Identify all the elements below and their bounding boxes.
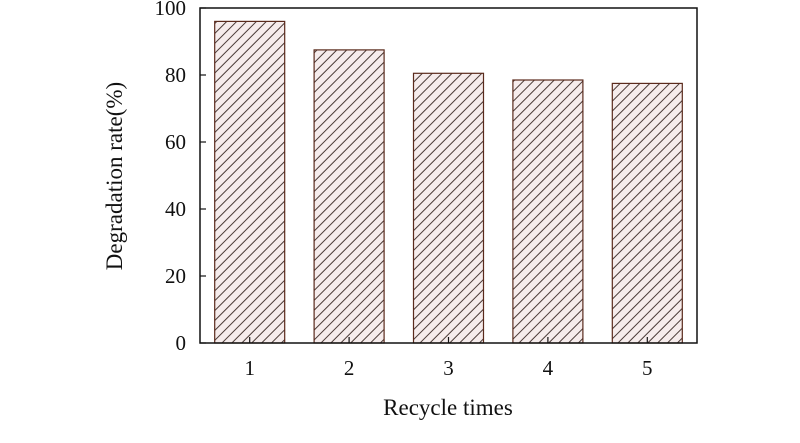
x-tick-label: 2 (344, 356, 355, 380)
y-axis-title: Degradation rate(%) (102, 82, 127, 270)
x-tick-label: 1 (244, 356, 255, 380)
y-tick-label: 20 (165, 264, 186, 288)
y-tick-label: 100 (155, 0, 187, 20)
y-axis: 0 20 40 60 80 100 (155, 0, 206, 355)
bar-3 (412, 72, 485, 344)
bar-2 (313, 49, 385, 344)
x-tick-label: 3 (443, 356, 454, 380)
y-tick-label: 60 (165, 130, 186, 154)
x-axis-title: Recycle times (383, 395, 513, 420)
y-tick-label: 40 (165, 197, 186, 221)
bar-5 (611, 82, 683, 344)
bars-group (214, 20, 683, 344)
bar-4 (512, 79, 584, 344)
bar-1 (214, 20, 286, 344)
x-tick-label: 4 (543, 356, 554, 380)
y-tick-label: 80 (165, 63, 186, 87)
x-axis: 1 2 3 4 5 (244, 337, 653, 380)
x-tick-label: 5 (642, 356, 653, 380)
y-tick-label: 0 (176, 331, 187, 355)
